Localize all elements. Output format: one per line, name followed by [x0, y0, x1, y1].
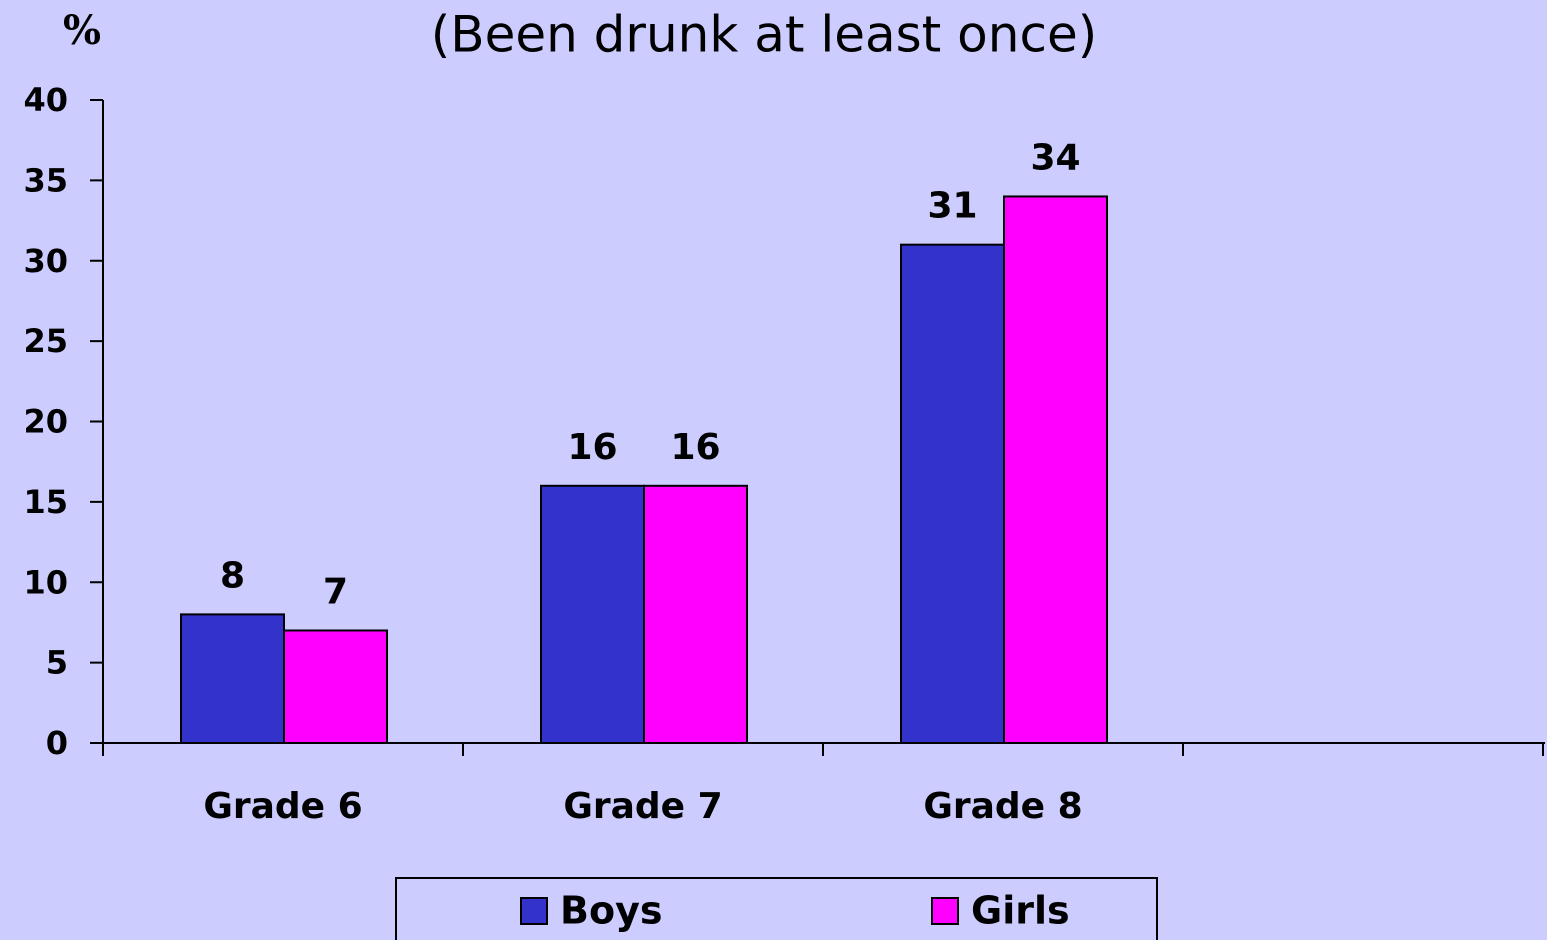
legend-label: Boys — [560, 889, 662, 933]
data-label: 16 — [567, 427, 617, 468]
y-tick-label: 20 — [23, 403, 68, 441]
bar — [1003, 195, 1108, 744]
bar — [180, 613, 285, 745]
y-tick-label: 35 — [23, 161, 68, 199]
bar — [283, 629, 388, 744]
y-tick-label: 25 — [23, 322, 68, 360]
y-tick-label: 5 — [46, 644, 68, 682]
bar — [900, 243, 1005, 745]
legend-label: Girls — [971, 889, 1070, 933]
y-tick-label: 30 — [23, 242, 68, 280]
data-label: 16 — [670, 427, 720, 468]
bar — [540, 484, 645, 744]
y-tick-label: 15 — [23, 483, 68, 521]
y-tick-label: 40 — [23, 81, 68, 119]
chart-title: (Been drunk at least once) — [431, 6, 1097, 64]
data-label: 8 — [220, 555, 245, 596]
x-tick-label: Grade 6 — [203, 786, 362, 827]
y-axis-label: % — [63, 7, 101, 54]
legend-swatch — [931, 897, 959, 925]
x-tick-label: Grade 7 — [563, 786, 722, 827]
x-tick-label: Grade 8 — [923, 786, 1082, 827]
data-label: 7 — [323, 571, 348, 612]
y-tick-label: 0 — [46, 724, 68, 762]
data-label: 34 — [1030, 137, 1080, 178]
bar — [643, 484, 748, 744]
data-label: 31 — [927, 186, 977, 227]
y-tick-label: 10 — [23, 563, 68, 601]
legend-swatch — [520, 897, 548, 925]
